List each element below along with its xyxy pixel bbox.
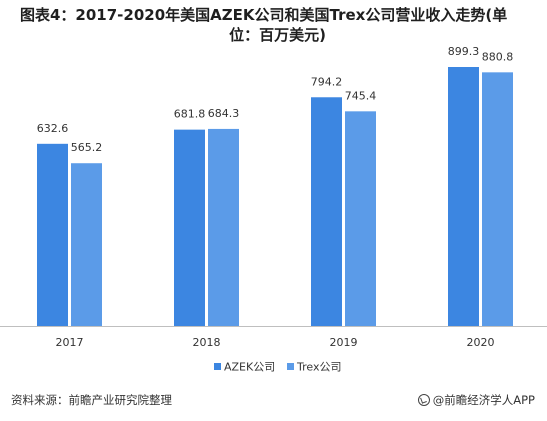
brand-text: @前瞻经济学人APP (432, 393, 535, 407)
x-tick-labels: 2017 2018 2019 2020 (56, 336, 495, 349)
data-label-azek-2019: 794.2 (311, 75, 343, 88)
chart-title: 图表4：2017-2020年美国AZEK公司和美国Trex公司营业收入走势(单 … (20, 5, 535, 45)
bar-trex-2020 (482, 72, 513, 327)
bars-layer (37, 67, 513, 327)
bar-trex-2017 (71, 163, 102, 326)
bar-azek-2017 (37, 143, 68, 326)
bar-azek-2020 (448, 67, 479, 327)
legend-label-trex: Trex公司 (296, 361, 341, 374)
data-label-trex-2019: 745.4 (345, 89, 377, 102)
legend: AZEK公司 Trex公司 (214, 361, 341, 374)
data-label-trex-2018: 684.3 (208, 107, 240, 120)
legend-swatch-trex (287, 363, 294, 370)
legend-label-azek: AZEK公司 (224, 361, 275, 374)
brand-credit: @前瞻经济学人APP (417, 392, 535, 408)
x-tick-label-2019: 2019 (330, 336, 358, 349)
bar-trex-2019 (345, 111, 376, 326)
x-tick-label-2020: 2020 (467, 336, 495, 349)
bar-azek-2018 (174, 129, 205, 326)
source-note: 资料来源：前瞻产业研究院整理 (11, 393, 172, 407)
x-tick-label-2017: 2017 (56, 336, 84, 349)
data-label-trex-2020: 880.8 (482, 50, 514, 63)
x-tick-label-2018: 2018 (193, 336, 221, 349)
bar-azek-2019 (311, 97, 342, 326)
data-label-azek-2020: 899.3 (448, 45, 480, 58)
chart-title-line-1: 图表4：2017-2020年美国AZEK公司和美国Trex公司营业收入走势(单 (20, 6, 508, 24)
data-label-azek-2018: 681.8 (174, 108, 206, 121)
brand-logo-icon (417, 394, 430, 406)
chart-title-line-2: 位：百万美元) (229, 26, 326, 44)
bar-trex-2018 (208, 128, 239, 326)
data-label-azek-2017: 632.6 (37, 122, 69, 135)
data-label-trex-2017: 565.2 (71, 141, 103, 154)
legend-swatch-azek (214, 363, 221, 370)
